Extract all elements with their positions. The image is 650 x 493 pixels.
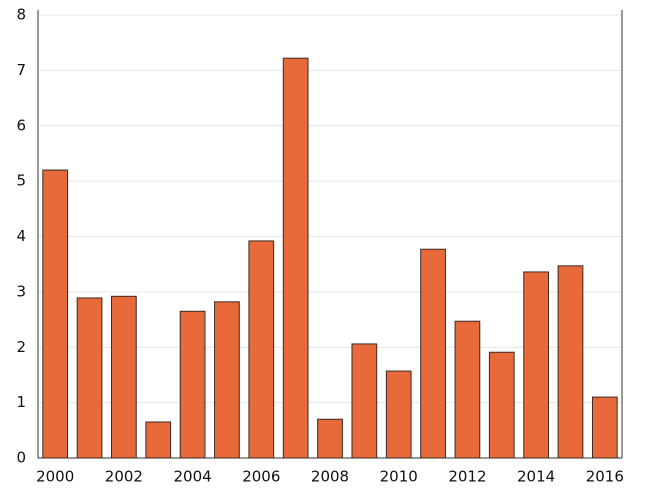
y-tick-label: 6 <box>16 116 26 134</box>
y-tick-label: 1 <box>16 393 26 411</box>
x-tick-label: 2000 <box>36 468 74 486</box>
bar <box>591 396 618 459</box>
y-tick-label: 7 <box>16 61 26 79</box>
bar <box>248 240 275 459</box>
bar <box>145 421 172 459</box>
bar <box>488 351 515 459</box>
bar <box>557 265 584 459</box>
y-tick-label: 2 <box>16 338 26 356</box>
bar <box>111 295 137 459</box>
x-tick-label: 2004 <box>173 468 211 486</box>
bar <box>351 343 378 459</box>
x-tick-label: 2008 <box>311 468 349 486</box>
x-tick-label: 2010 <box>380 468 418 486</box>
bar <box>214 301 240 459</box>
x-tick-label: 2006 <box>242 468 280 486</box>
x-tick-label: 2014 <box>517 468 555 486</box>
bar <box>282 57 309 459</box>
x-tick-label: 2002 <box>105 468 143 486</box>
bar <box>454 320 481 459</box>
y-tick-label: 4 <box>16 227 26 245</box>
y-tick-label: 0 <box>16 449 26 467</box>
bar <box>523 271 549 459</box>
bar <box>317 418 343 459</box>
y-tick-label: 3 <box>16 282 26 300</box>
y-tick-label: 5 <box>16 172 26 190</box>
x-tick-label: 2012 <box>448 468 486 486</box>
y-tick-label: 8 <box>16 6 26 24</box>
bar <box>385 370 412 459</box>
bar <box>179 310 206 459</box>
bar <box>420 248 446 459</box>
x-tick-label: 2016 <box>586 468 624 486</box>
bar <box>76 297 103 459</box>
bar <box>42 169 69 459</box>
